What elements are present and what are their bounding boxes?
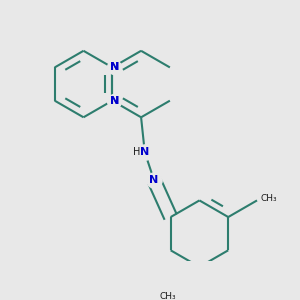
Text: N: N — [110, 62, 119, 72]
Text: CH₃: CH₃ — [261, 194, 277, 203]
Text: CH₃: CH₃ — [160, 292, 176, 300]
Text: N: N — [140, 147, 149, 158]
Text: N: N — [149, 175, 159, 185]
Text: H: H — [133, 147, 140, 158]
Text: N: N — [110, 96, 119, 106]
Text: N: N — [110, 96, 119, 106]
Text: N: N — [110, 62, 119, 72]
